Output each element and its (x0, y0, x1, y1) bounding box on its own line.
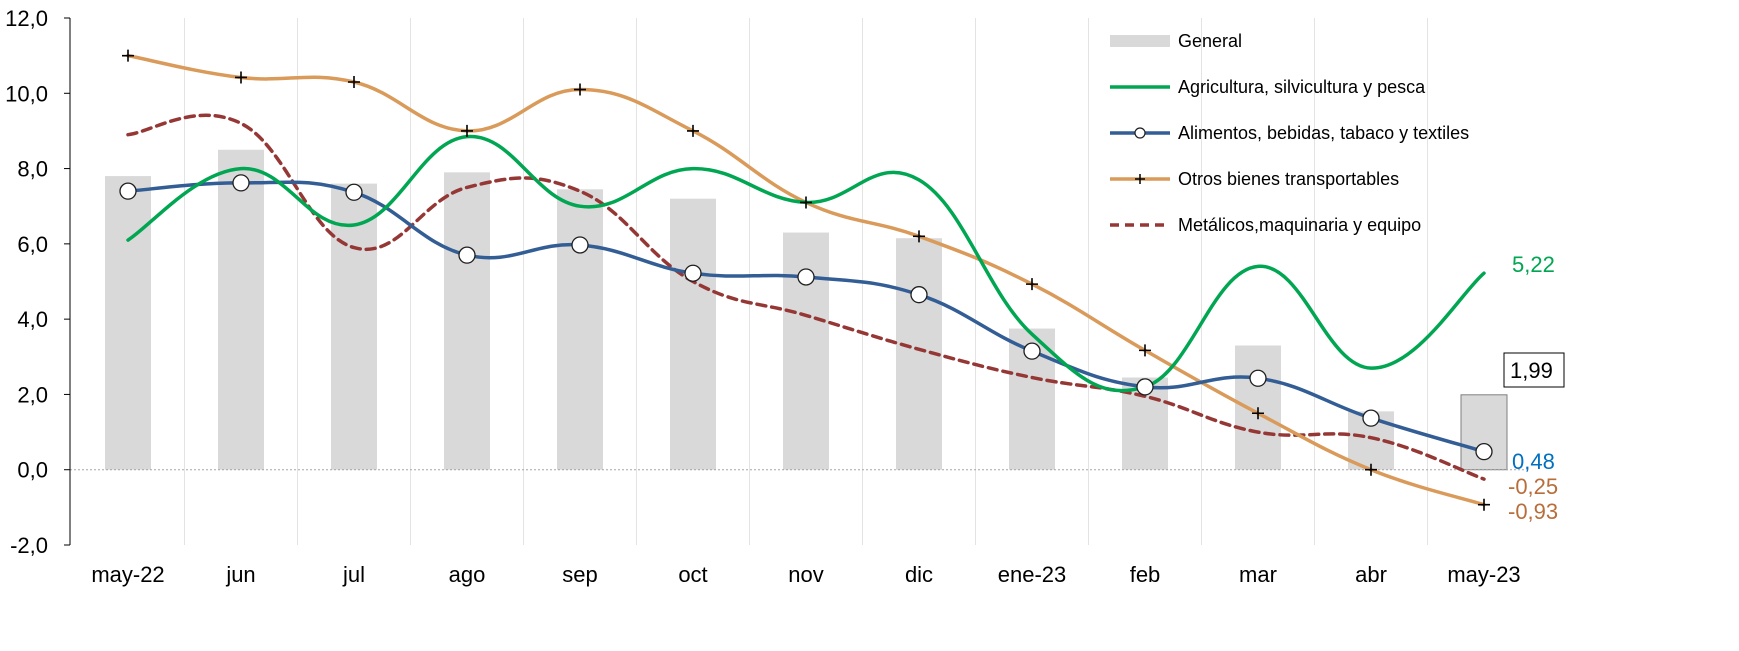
x-tick-label: dic (905, 562, 933, 587)
y-tick-label: 0,0 (17, 458, 48, 483)
point-otros (1478, 498, 1490, 511)
point-otros (1365, 463, 1377, 476)
point-otros (687, 124, 699, 137)
point-alim (797, 268, 815, 286)
y-tick-label: 6,0 (17, 232, 48, 257)
line-agri (126, 134, 1486, 393)
point-alim (119, 182, 137, 200)
point-otros (800, 196, 812, 209)
legend-swatch-general (1110, 35, 1170, 47)
x-tick-label: may-22 (91, 562, 164, 587)
x-tick-label: ago (449, 562, 486, 587)
end-label: -0,93 (1508, 499, 1558, 524)
x-tick-label: may-23 (1447, 562, 1520, 587)
point-alim (571, 236, 589, 254)
point-alim (1362, 409, 1380, 427)
x-tick-label: feb (1130, 562, 1161, 587)
point-alim (232, 174, 250, 192)
legend-marker-otros (1135, 174, 1145, 184)
end-label: 1,99 (1510, 358, 1553, 383)
bar-general (331, 183, 377, 470)
point-otros (348, 75, 360, 88)
bar-general (218, 149, 264, 470)
legend-label-otros: Otros bienes transportables (1178, 169, 1399, 189)
bar-general (105, 176, 151, 470)
legend-label-alim: Alimentos, bebidas, tabaco y textiles (1178, 123, 1469, 143)
end-label: 0,48 (1512, 449, 1555, 474)
point-alim (458, 246, 476, 264)
bar-general (557, 189, 603, 470)
axis-layer: -2,0 0,0 2,0 4,0 6,0 8,0 10,0 12,0 may-22 jun jul a… (5, 6, 1530, 587)
bar-general (444, 172, 490, 470)
y-tick-label: 8,0 (17, 157, 48, 182)
legend: General Agricultura, silvicultura y pesca… (1110, 31, 1469, 235)
end-label-box (1503, 352, 1565, 388)
bar-general (783, 232, 829, 470)
y-tick-label: 2,0 (17, 382, 48, 407)
point-alim (1249, 369, 1267, 387)
x-tick-label: jul (342, 562, 365, 587)
point-otros (122, 49, 134, 62)
y-tick-label: 12,0 (5, 6, 48, 31)
end-label: 5,22 (1512, 252, 1555, 277)
point-otros (1026, 278, 1038, 291)
y-tick-label: 10,0 (5, 81, 48, 106)
point-otros (235, 71, 247, 84)
point-otros (574, 83, 586, 96)
x-tick-label: nov (788, 562, 823, 587)
y-tick-label: -2,0 (10, 533, 48, 558)
x-tick-label: mar (1239, 562, 1277, 587)
grid-layer (184, 18, 1428, 545)
legend-label-general: General (1178, 31, 1242, 51)
x-tick-label: jun (225, 562, 255, 587)
legend-marker-alim (1134, 127, 1146, 139)
end-label: -0,25 (1508, 474, 1558, 499)
point-alim (345, 183, 363, 201)
bar-general (670, 198, 716, 470)
legend-label-metal: Metálicos,maquinaria y equipo (1178, 215, 1421, 235)
marker-layer (119, 49, 1493, 511)
x-tick-label: abr (1355, 562, 1387, 587)
point-alim (684, 264, 702, 282)
point-otros (1139, 344, 1151, 357)
x-tick-label: sep (562, 562, 597, 587)
point-otros (913, 230, 925, 243)
point-alim (1475, 442, 1493, 461)
x-tick-label: ene-23 (998, 562, 1067, 587)
bar-layer (105, 149, 1508, 471)
label-layer: 5,22 1,99 0,48-0,25-0,93 (1503, 252, 1565, 524)
point-otros (1252, 407, 1264, 420)
x-tick-label: oct (678, 562, 707, 587)
line-metal (126, 113, 1486, 481)
y-tick-label: 4,0 (17, 307, 48, 332)
point-alim (910, 286, 928, 304)
point-otros (461, 124, 473, 137)
legend-label-agri: Agricultura, silvicultura y pesca (1178, 77, 1426, 97)
point-alim (1136, 378, 1154, 396)
point-alim (1023, 342, 1041, 360)
